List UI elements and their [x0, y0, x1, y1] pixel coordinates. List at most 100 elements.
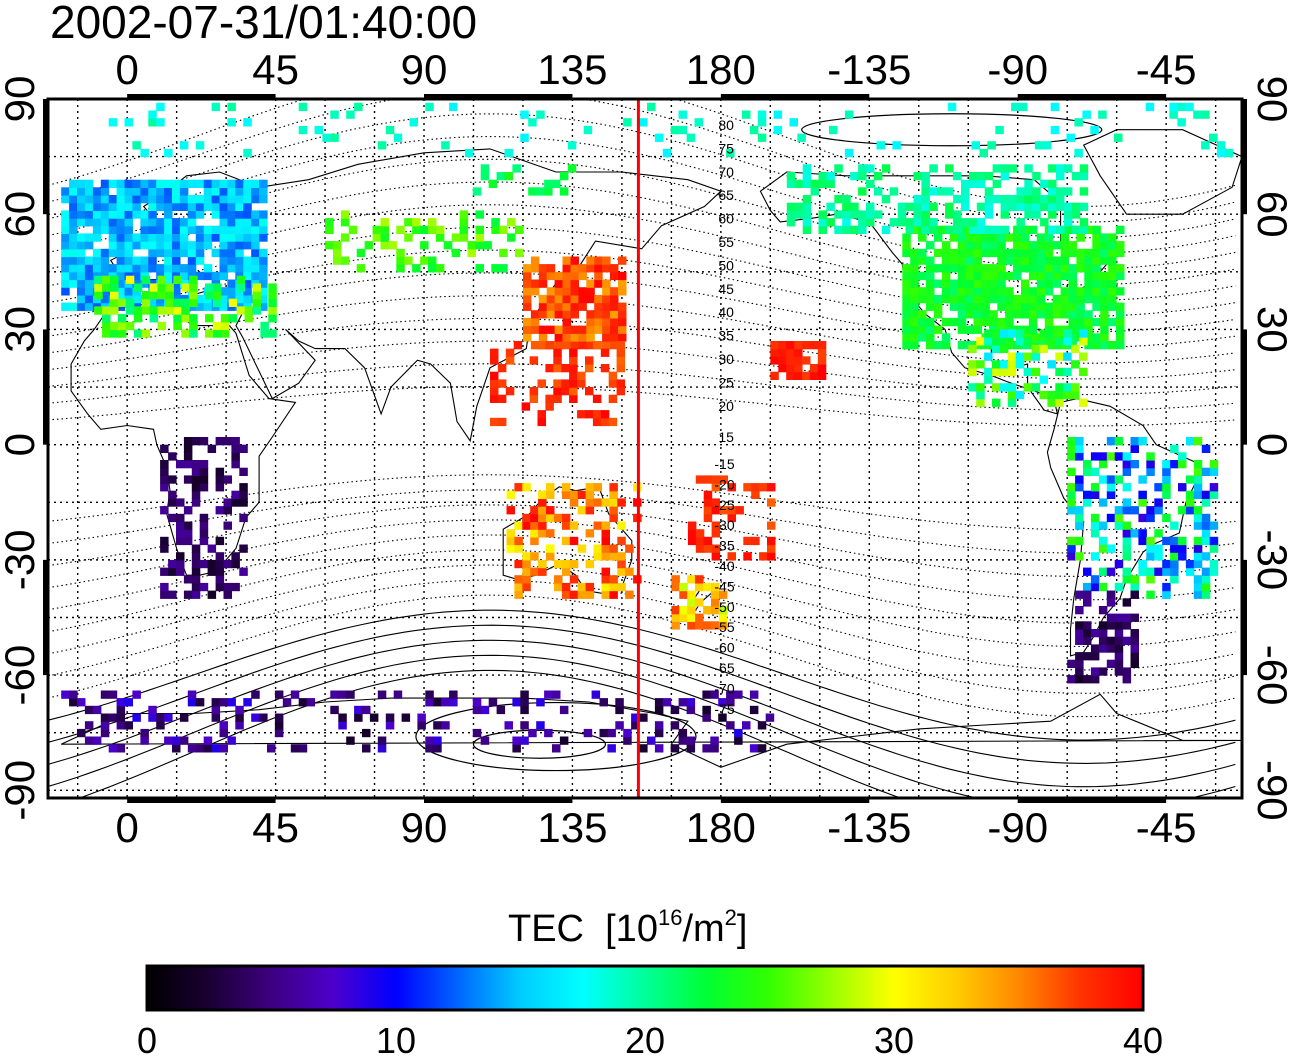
- tec-cell-arctic: [1145, 102, 1155, 112]
- tec-cell-iberia-med: [102, 321, 111, 331]
- tec-cell-antarctica: [552, 744, 561, 753]
- tec-cell-south-america: [1138, 529, 1147, 538]
- tec-cell-japan: [538, 264, 548, 273]
- tec-cell-north-america: [981, 302, 990, 311]
- tec-cell-canada: [802, 179, 812, 188]
- tec-cell-arctic: [1074, 118, 1083, 127]
- tec-cell-europe: [61, 264, 70, 273]
- tec-cell-australia: [514, 544, 523, 553]
- tec-cell-europe: [179, 264, 189, 273]
- tec-cell-europe: [140, 195, 149, 204]
- tec-cell-japan: [586, 279, 595, 288]
- tec-cell-antarctica: [187, 744, 197, 753]
- tec-cell-canada: [1024, 187, 1033, 196]
- tec-cell-pacific-south: [695, 536, 705, 546]
- tec-cell-japan: [570, 333, 579, 342]
- tec-cell-europe: [195, 202, 205, 211]
- tec-cell-japan: [546, 264, 556, 273]
- tec-cell-africa-south: [223, 521, 232, 530]
- tec-cell-africa-south: [191, 460, 201, 469]
- colorbar-tick-10: 10: [375, 1020, 417, 1061]
- tec-cell-europe: [259, 210, 268, 219]
- tec-cell-russia: [364, 241, 374, 250]
- tec-cell-europe: [187, 195, 197, 204]
- tec-cell-arctic: [1050, 125, 1060, 135]
- tec-cell-south-america: [1114, 582, 1124, 592]
- tec-cell-north-america: [918, 256, 927, 265]
- tec-cell-north-america: [973, 264, 982, 273]
- tec-cell-south-america: [1178, 506, 1187, 515]
- tec-cell-north-america: [918, 325, 927, 334]
- tec-cell-russia: [333, 248, 342, 258]
- tec-cell-europe: [195, 294, 205, 304]
- tec-cell-europe: [92, 187, 102, 196]
- tec-cell-north-america: [1100, 333, 1109, 342]
- contour-label-south: -35: [714, 538, 734, 554]
- tec-cell-antarctica: [417, 721, 426, 730]
- tec-cell-africa-south: [223, 582, 232, 592]
- tec-cell-iberia-med: [189, 321, 198, 331]
- tec-cell-hawaii: [817, 364, 827, 373]
- tec-cell-japan: [570, 264, 579, 273]
- tec-cell-europe: [187, 202, 197, 211]
- tec-cell-antarctica: [599, 698, 608, 707]
- tec-cell-russia: [475, 225, 484, 234]
- tec-cell-australia: [593, 552, 602, 561]
- tec-cell-antarctica: [385, 713, 395, 722]
- tec-cell-iberia-med: [212, 291, 222, 300]
- tec-cell-australia: [577, 590, 587, 599]
- tec-cell-africa-south: [191, 559, 201, 569]
- tec-cell-japan: [578, 287, 587, 296]
- tec-cell-mexico-caribbean: [984, 375, 993, 384]
- tec-cell-australia: [561, 490, 571, 499]
- tec-cell-arctic: [1185, 102, 1194, 112]
- tec-cell-australia: [585, 582, 595, 592]
- tec-cell-africa-south: [239, 483, 248, 492]
- tec-cell-south-america: [1130, 460, 1139, 469]
- tec-cell-north-america: [981, 233, 990, 242]
- tec-cell-antarctica: [346, 736, 355, 745]
- tec-cell-europe: [84, 218, 94, 227]
- tec-cell-south-america: [1106, 544, 1116, 553]
- frame-bar-bottom: [424, 798, 573, 803]
- tec-cell-hawaii: [770, 341, 779, 350]
- tec-cell-north-america: [1076, 233, 1085, 242]
- tec-cell-arctic: [892, 141, 901, 150]
- tec-cell-patagonia: [1090, 629, 1100, 638]
- tec-cell-south-america: [1193, 460, 1203, 469]
- tec-cell-patagonia: [1075, 636, 1084, 645]
- tec-cell-north-america: [1060, 264, 1070, 273]
- tec-cell-canada: [1000, 210, 1010, 219]
- lon-tick-top: -90: [987, 46, 1048, 93]
- tec-cell-canada: [897, 202, 907, 211]
- tec-cell-south-america: [1154, 506, 1163, 515]
- tec-cell-europe: [124, 210, 133, 219]
- tec-cell-antarctica: [251, 690, 260, 699]
- tec-cell-south-america: [1201, 490, 1211, 499]
- tec-cell-europe: [92, 210, 102, 219]
- tec-cell-se-asia: [616, 341, 626, 350]
- tec-cell-north-america: [989, 241, 998, 250]
- tec-cell-europe: [179, 241, 189, 250]
- tec-cell-arctic: [773, 110, 783, 119]
- tec-cell-hawaii: [770, 356, 779, 365]
- tec-cell-north-america: [1068, 325, 1077, 334]
- tec-cell-canada: [905, 225, 915, 234]
- tec-cell-europe: [195, 248, 205, 258]
- tec-cell-europe: [92, 225, 102, 234]
- tec-cell-south-america: [1178, 544, 1187, 553]
- tec-cell-arctic: [742, 110, 751, 119]
- tec-cell-hawaii: [802, 371, 811, 380]
- tec-cell-canada: [913, 218, 922, 227]
- tec-cell-north-america: [902, 271, 911, 281]
- tec-cell-new-zealand: [711, 590, 720, 599]
- tec-cell-patagonia: [1106, 590, 1116, 599]
- tec-cell-antarctica: [639, 744, 648, 753]
- tec-cell-arctic: [749, 125, 759, 135]
- tec-cell-north-america: [1044, 264, 1054, 273]
- contour-north: [48, 385, 1236, 427]
- tec-cell-russia: [475, 264, 484, 273]
- tec-cell-south-america: [1090, 490, 1100, 499]
- tec-cell-russia: [388, 241, 397, 250]
- tec-cell-australia: [506, 544, 515, 553]
